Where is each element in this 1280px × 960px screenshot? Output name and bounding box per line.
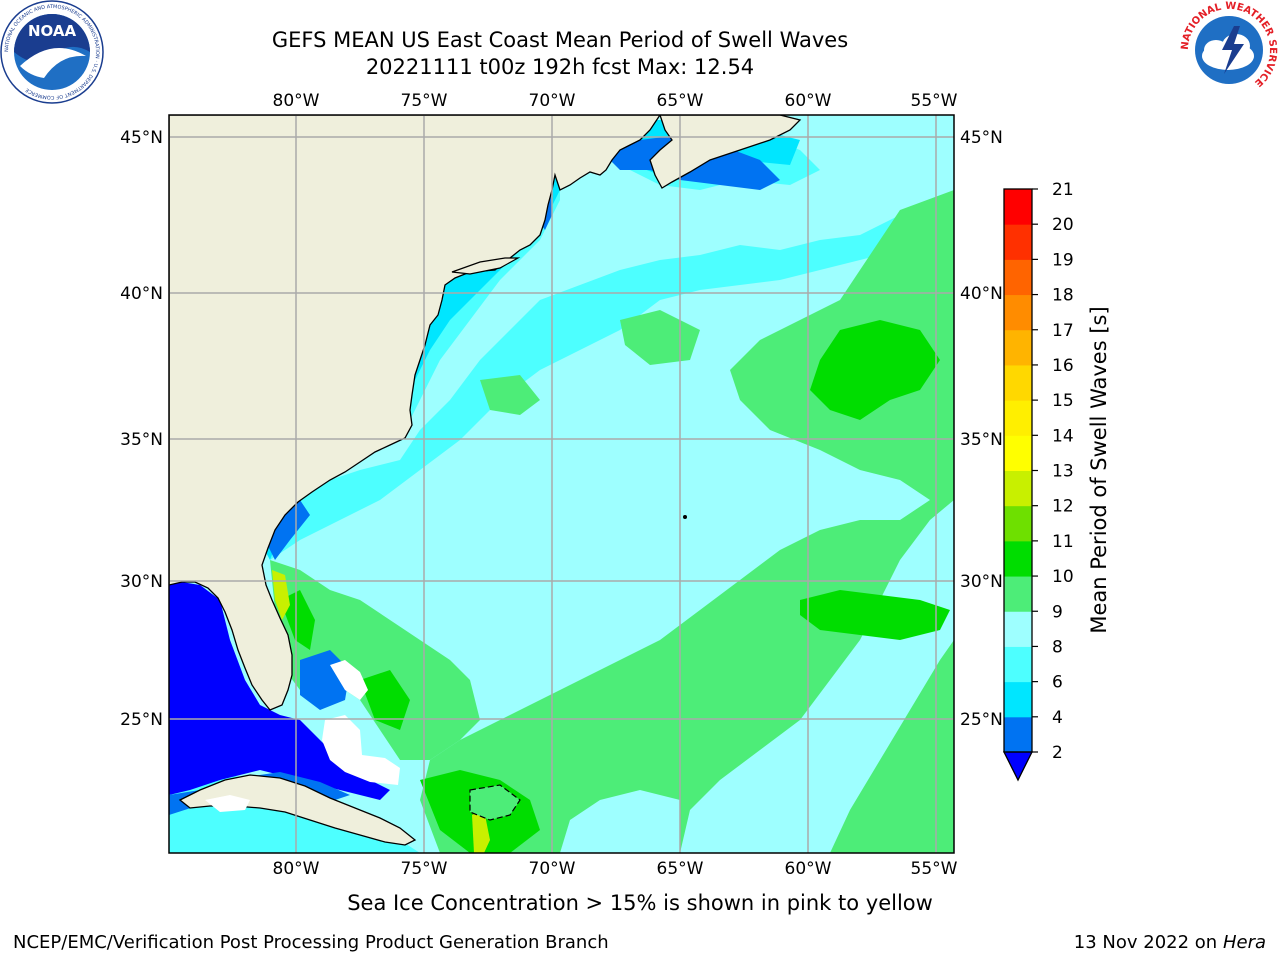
swell-band-9-10-patches bbox=[480, 310, 700, 415]
map-frame bbox=[168, 114, 955, 854]
lat-label-right: 40°N bbox=[960, 284, 1003, 304]
colorbar-tick-label: 11 bbox=[1052, 532, 1074, 552]
lon-label-top: 55°W bbox=[911, 91, 958, 111]
colorbar-tick-label: 17 bbox=[1052, 321, 1074, 341]
colorbar-extend-triangle bbox=[1002, 751, 1034, 782]
cuba-white-patch bbox=[205, 795, 250, 812]
bahamas-white bbox=[322, 660, 400, 785]
colorbar-tick-label: 4 bbox=[1052, 708, 1063, 728]
colorbar-cell bbox=[1004, 294, 1032, 331]
lat-labels-right: 45°N 40°N 35°N 30°N 25°N bbox=[960, 128, 1003, 730]
colorbar-cell bbox=[1004, 224, 1032, 260]
swell-band-under-2-gulf bbox=[169, 580, 390, 800]
lat-label-right: 25°N bbox=[960, 710, 1003, 730]
lat-label-left: 45°N bbox=[120, 128, 163, 148]
swell-band-8-9-strip-2 bbox=[560, 790, 680, 853]
colorbar-cell bbox=[1004, 364, 1032, 401]
lon-label-bottom: 65°W bbox=[657, 859, 704, 879]
lon-label-top: 75°W bbox=[401, 91, 448, 111]
footer-date: 13 Nov 2022 on Hera bbox=[1074, 932, 1266, 953]
lon-label-bottom: 55°W bbox=[911, 859, 958, 879]
colorbar-cell bbox=[1004, 259, 1032, 296]
lon-label-bottom: 75°W bbox=[401, 859, 448, 879]
colorbar-tick-label: 20 bbox=[1052, 215, 1074, 235]
colorbar-tick-label: 2 bbox=[1052, 743, 1063, 763]
lat-label-left: 30°N bbox=[120, 572, 163, 592]
noaa-logo: NOAA NATIONAL OCEANIC AND ATMOSPHERIC AD… bbox=[0, 0, 104, 104]
swell-band-2-4-carolina bbox=[265, 500, 310, 560]
land-north-america bbox=[169, 115, 661, 711]
colorbar-cell bbox=[1004, 189, 1032, 225]
lat-label-right: 30°N bbox=[960, 572, 1003, 592]
lon-label-top: 70°W bbox=[529, 91, 576, 111]
map-panel bbox=[169, 115, 954, 853]
colorbar-cell bbox=[1004, 540, 1032, 577]
sea-ice-note: Sea Ice Concentration > 15% is shown in … bbox=[347, 891, 933, 915]
noaa-logo-text: NOAA bbox=[28, 22, 77, 40]
colorbar-tick-label: 15 bbox=[1052, 391, 1074, 411]
map-title-line1: GEFS MEAN US East Coast Mean Period of S… bbox=[271, 28, 849, 52]
colorbar-tick-label: 10 bbox=[1052, 567, 1074, 587]
colorbar: 2 4 6 8 9 10 11 12 13 14 15 16 17 18 19 20 21 Mean Perio… bbox=[1002, 180, 1111, 782]
colorbar-tick-label: 6 bbox=[1052, 673, 1063, 693]
lon-label-top: 65°W bbox=[657, 91, 704, 111]
swell-band-11-13-florida bbox=[272, 570, 290, 620]
lat-label-right: 45°N bbox=[960, 128, 1003, 148]
lon-label-top: 60°W bbox=[785, 91, 832, 111]
lon-labels-bottom: 80°W 75°W 70°W 65°W 60°W 55°W bbox=[273, 859, 958, 879]
lon-label-bottom: 70°W bbox=[529, 859, 576, 879]
lon-labels-top: 80°W 75°W 70°W 65°W 60°W 55°W bbox=[273, 91, 958, 111]
colorbar-ticks: 2 4 6 8 9 10 11 12 13 14 15 16 17 18 19 20 21 bbox=[1032, 180, 1074, 763]
footer-system: Hera bbox=[1222, 932, 1266, 953]
colorbar-cell bbox=[1004, 646, 1032, 683]
lat-label-right: 35°N bbox=[960, 430, 1003, 450]
bermuda bbox=[683, 515, 687, 519]
colorbar-tick-label: 9 bbox=[1052, 602, 1063, 622]
lat-label-left: 40°N bbox=[120, 284, 163, 304]
swell-band-9-10-florida bbox=[270, 560, 480, 760]
colorbar-cell bbox=[1004, 505, 1032, 542]
swell-band-10-11-patch-2 bbox=[800, 590, 950, 640]
land-nova-scotia bbox=[649, 115, 802, 189]
colorbar-cell bbox=[1004, 716, 1032, 753]
colorbar-tick-label: 8 bbox=[1052, 637, 1063, 657]
colorbar-label: Mean Period of Swell Waves [s] bbox=[1087, 306, 1111, 633]
colorbar-cell bbox=[1004, 435, 1032, 471]
lon-label-bottom: 80°W bbox=[273, 859, 320, 879]
swell-band-10-11-patch-5 bbox=[360, 670, 410, 730]
land-long-island bbox=[451, 257, 521, 275]
land-hispaniola bbox=[469, 784, 521, 821]
colorbar-tick-label: 18 bbox=[1052, 286, 1074, 306]
colorbar-tick-label: 14 bbox=[1052, 426, 1074, 446]
colorbar-cell bbox=[1004, 576, 1032, 612]
lat-label-left: 35°N bbox=[120, 430, 163, 450]
nws-logo: NATIONAL WEATHER SERVICE bbox=[1180, 1, 1278, 99]
colorbar-cell bbox=[1004, 400, 1032, 436]
colorbar-cells bbox=[1004, 189, 1032, 753]
colorbar-cell bbox=[1004, 329, 1032, 366]
footer-date-text: 13 Nov 2022 on bbox=[1073, 932, 1218, 953]
lat-labels-left: 45°N 40°N 35°N 30°N 25°N bbox=[120, 128, 163, 730]
swell-band-6-8-north bbox=[270, 115, 954, 560]
lat-label-left: 25°N bbox=[120, 710, 163, 730]
swell-band-8-9-strip bbox=[680, 500, 954, 853]
lon-label-bottom: 60°W bbox=[785, 859, 832, 879]
lon-label-top: 80°W bbox=[273, 91, 320, 111]
colorbar-cell bbox=[1004, 470, 1032, 507]
colorbar-tick-label: 12 bbox=[1052, 497, 1074, 517]
colorbar-tick-label: 13 bbox=[1052, 462, 1074, 482]
colorbar-cell bbox=[1004, 611, 1032, 647]
footer-credit: NCEP/EMC/Verification Post Processing Pr… bbox=[13, 932, 609, 953]
graticule bbox=[169, 115, 954, 853]
colorbar-cell bbox=[1004, 681, 1032, 718]
colorbar-tick-label: 16 bbox=[1052, 356, 1074, 376]
colorbar-tick-label: 21 bbox=[1052, 180, 1074, 200]
swell-band-9-10-east bbox=[420, 190, 954, 853]
map-title-line2: 20221111 t00z 192h fcst Max: 12.54 bbox=[365, 55, 755, 79]
swell-band-11-13-caribbean bbox=[472, 810, 490, 853]
land-cuba bbox=[178, 774, 417, 846]
colorbar-tick-label: 19 bbox=[1052, 250, 1074, 270]
swell-band-10-11-patch-1 bbox=[810, 320, 940, 420]
